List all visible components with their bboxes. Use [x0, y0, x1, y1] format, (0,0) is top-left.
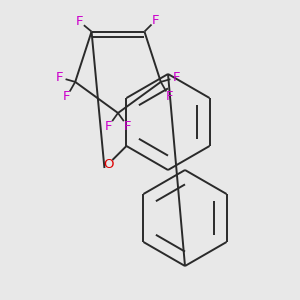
Text: F: F: [56, 71, 64, 84]
Text: F: F: [172, 71, 180, 84]
Text: F: F: [124, 119, 131, 133]
Text: F: F: [105, 119, 112, 133]
Text: F: F: [76, 15, 83, 28]
Text: F: F: [63, 90, 70, 103]
Text: O: O: [103, 158, 114, 170]
Text: F: F: [152, 14, 160, 27]
Text: F: F: [166, 90, 173, 103]
